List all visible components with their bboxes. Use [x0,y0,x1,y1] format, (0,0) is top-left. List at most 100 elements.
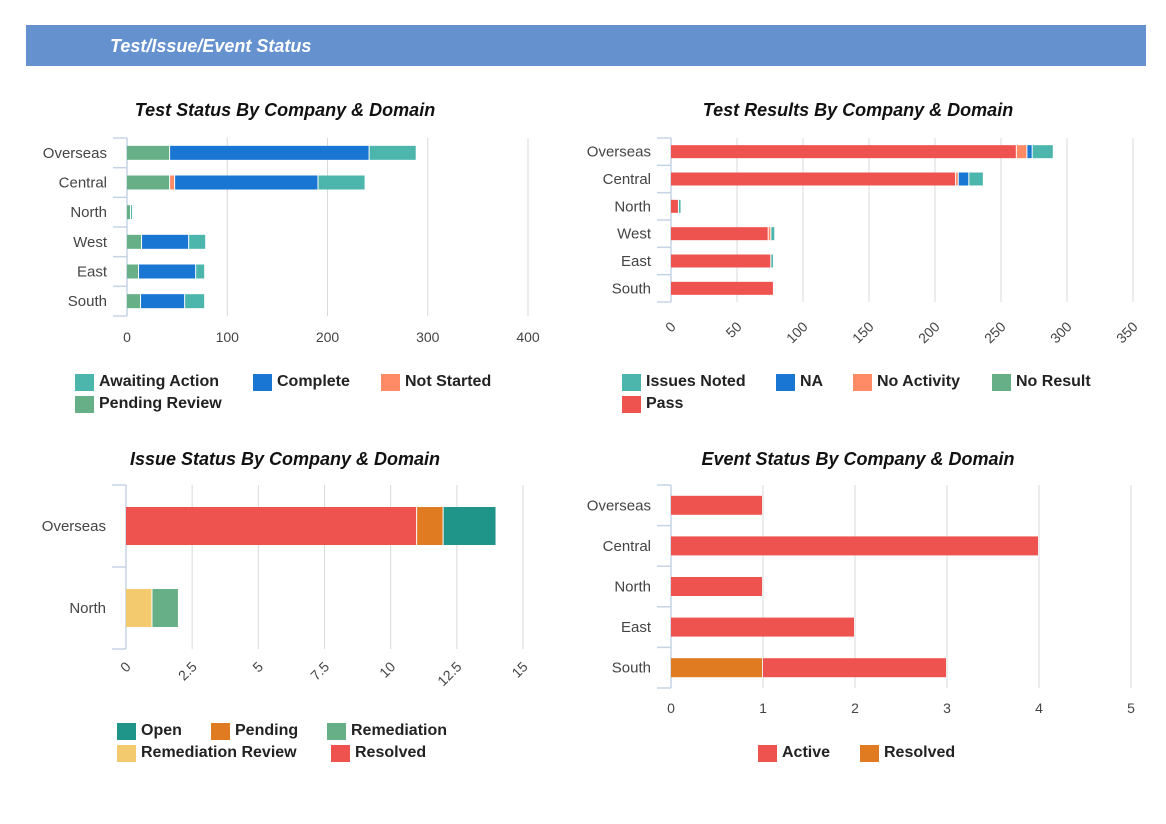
legend-item[interactable]: Resolved [860,744,955,762]
bar-segment-awaiting-action [185,294,205,309]
legend-item[interactable]: Issues Noted [622,373,746,391]
legend-swatch [117,744,136,762]
legend-item[interactable]: Open [117,722,182,740]
legend-label: Resolved [884,744,956,761]
bar-segment-pass [671,145,1016,159]
bar-segment-complete [142,234,189,249]
x-tick-label: 300 [1047,318,1075,346]
category-label: North [70,204,107,221]
bar-segment-resolved [126,507,417,545]
bar-segment-issues-noted [969,172,983,186]
legend-label: NA [800,373,824,390]
legend-swatch [327,722,346,740]
bar-segment-pass [671,227,768,241]
category-label: Central [59,175,107,192]
legend-item[interactable]: Remediation [327,722,447,740]
category-label: West [617,226,652,243]
legend-label: No Activity [877,373,960,390]
category-label: South [612,280,651,297]
category-label: North [69,600,106,617]
x-tick-label: 0 [667,700,675,716]
legend-label: Resolved [355,744,427,761]
bar-segment-not-started [170,175,175,190]
legend-label: Remediation Review [141,744,297,761]
x-tick-label: 4 [1035,700,1043,716]
legend-label: Pending [235,722,299,739]
legend-swatch [75,373,94,391]
legend-label: Active [782,744,831,761]
bar-segment-issues-noted [678,199,681,213]
x-tick-label: 100 [783,318,811,346]
bar-segment-pending [417,507,443,545]
x-tick-label: 7.5 [307,658,332,683]
legend-item[interactable]: Resolved [331,744,426,762]
x-tick-label: 3 [943,700,951,716]
chart-title-test-results: Test Results By Company & Domain [702,100,1014,120]
section-title: Test/Issue/Event Status [110,36,312,56]
x-tick-label: 250 [981,318,1009,346]
legend-item[interactable]: Active [758,744,830,762]
bar-segment-active [671,617,854,637]
legend-item[interactable]: Not Started [381,373,491,391]
legend-label: Not Started [405,373,492,390]
x-tick-label: 2 [851,700,859,716]
bar-segment-awaiting-action [318,175,365,190]
x-tick-label: 50 [722,318,744,340]
legend-swatch [776,373,795,391]
legend-label: Pending Review [99,395,222,412]
bar-segment-complete [170,145,369,160]
legend-swatch [622,373,641,391]
category-label: Overseas [43,145,107,162]
bar-segment-no-activity [1016,145,1027,159]
bar-segment-pending-review [127,145,170,160]
legend-label: Open [141,722,182,739]
bar-segment-issues-noted [771,227,775,241]
bar-segment-pass [671,172,956,186]
legend-item[interactable]: NA [776,373,823,391]
bar-segment-no-activity [956,172,958,186]
bar-segment-remediation-review [126,589,152,627]
x-tick-label: 5 [249,658,266,675]
legend-swatch [117,722,136,740]
legend-swatch [992,373,1011,391]
legend-item[interactable]: Pass [622,395,683,413]
bar-segment-awaiting-action [369,145,416,160]
bar-segment-issues-noted [1032,145,1053,159]
bar-segment-pass [671,199,678,213]
bar-segment-pass [671,254,771,268]
x-tick-label: 10 [376,658,398,680]
x-tick-label: 12.5 [434,658,465,689]
chart-title-issue-status: Issue Status By Company & Domain [129,449,441,469]
bar-segment-remediation [152,589,178,627]
x-tick-label: 350 [1113,318,1141,346]
legend-item[interactable]: Remediation Review [117,744,297,762]
legend-label: No Result [1016,373,1091,390]
bar-segment-active [671,536,1038,556]
legend-item[interactable]: Complete [253,373,350,391]
legend-item[interactable]: Awaiting Action [75,373,219,391]
x-tick-label: 1 [759,700,767,716]
bar-segment-active [671,577,762,596]
bar-segment-pending-review [127,234,142,249]
bar-segment-no-activity [768,227,771,241]
x-tick-label: 5 [1127,700,1135,716]
x-tick-label: 2.5 [175,658,200,683]
legend-item[interactable]: Pending [211,722,298,740]
chart-title-test-status: Test Status By Company & Domain [134,100,436,120]
bar-segment-active [671,495,762,515]
legend-label: Pass [646,395,684,412]
legend-item[interactable]: No Activity [853,373,960,391]
legend-swatch [758,744,777,762]
legend-item[interactable]: No Result [992,373,1091,391]
legend-item[interactable]: Pending Review [75,395,222,413]
category-label: East [621,619,652,636]
bar-segment-active [763,658,946,678]
bar-segment-awaiting-action [189,234,206,249]
x-tick-label: 100 [216,329,240,345]
x-tick-label: 200 [915,318,943,346]
legend-swatch [253,373,272,391]
x-tick-label: 150 [849,318,877,346]
category-label: South [612,660,651,677]
category-label: Overseas [587,144,651,161]
